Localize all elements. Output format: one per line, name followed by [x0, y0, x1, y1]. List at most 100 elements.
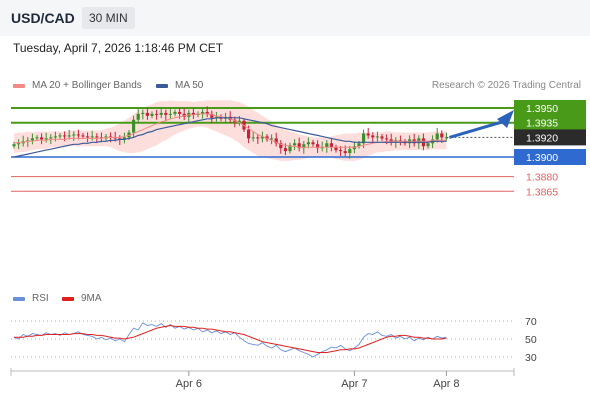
candle-body-80 [380, 136, 384, 139]
ma20-line [13, 113, 447, 148]
candle-body-12 [67, 135, 71, 137]
candle-body-4 [30, 138, 34, 141]
level-label-1: 1.3935 [526, 118, 558, 130]
candle-body-28 [141, 112, 145, 114]
candle-body-36 [178, 111, 182, 114]
candle-body-17 [90, 136, 94, 138]
candle-body-27 [136, 113, 140, 120]
candle-body-10 [58, 135, 62, 137]
candle-body-13 [72, 134, 76, 136]
source-credit: Research © 2026 Trading Central [431, 80, 581, 91]
candle-body-53 [256, 137, 260, 139]
candle-body-11 [63, 135, 67, 137]
rsi-tick-2: 30 [525, 352, 537, 364]
forecast-arrow-head [497, 110, 514, 128]
candle-body-78 [371, 135, 375, 138]
legend-ma50-swatch [156, 84, 168, 88]
candle-body-41 [201, 111, 205, 114]
candle-body-75 [357, 143, 361, 147]
candle-body-1 [17, 143, 21, 145]
candle-body-76 [362, 133, 366, 144]
candle-body-51 [247, 129, 251, 139]
chart-datetime: Tuesday, April 7, 2026 1:18:46 PM CET [13, 41, 224, 55]
candle-body-54 [260, 136, 264, 139]
legend-rsi-ma-label: 9MA [81, 293, 102, 304]
rsi-tick-0: 70 [525, 316, 537, 328]
level-label-0: 1.3950 [526, 103, 558, 115]
level-tag-2 [514, 149, 586, 165]
candle-body-43 [210, 113, 214, 118]
symbol-label: USD/CAD [11, 10, 75, 26]
ma50-line [13, 117, 447, 158]
legend-bollinger-swatch [13, 84, 25, 88]
forecast-arrow-shaft [448, 120, 503, 139]
candle-body-42 [205, 111, 209, 114]
candle-body-0 [12, 144, 16, 147]
candle-body-69 [329, 143, 333, 148]
candle-body-49 [237, 120, 241, 122]
candle-body-57 [274, 138, 278, 144]
current-price-label: 1.3920 [526, 132, 558, 144]
candle-body-61 [293, 143, 297, 146]
candle-body-9 [53, 136, 57, 138]
level-tag-0 [514, 100, 586, 116]
candle-body-71 [339, 150, 343, 152]
candle-body-65 [311, 142, 315, 145]
level-tag-1 [514, 114, 586, 131]
x-tick-label-1: Apr 7 [341, 378, 367, 390]
candle-body-63 [302, 144, 306, 149]
candle-body-8 [49, 137, 53, 139]
bollinger-band [14, 100, 447, 161]
candle-body-62 [297, 143, 301, 149]
level-label-4: 1.3865 [526, 186, 558, 198]
candle-body-58 [279, 143, 283, 149]
candle-body-6 [40, 137, 44, 140]
candle-body-68 [325, 143, 329, 148]
candle-body-14 [76, 134, 80, 136]
candle-body-92 [435, 133, 439, 140]
candle-body-34 [168, 113, 172, 115]
candle-body-70 [334, 147, 338, 151]
candle-body-93 [440, 133, 444, 138]
candle-body-64 [306, 142, 310, 145]
candle-body-18 [95, 136, 99, 138]
candle-body-77 [366, 133, 370, 136]
candle-body-59 [283, 148, 287, 152]
candle-body-35 [173, 111, 177, 114]
candle-body-90 [426, 143, 430, 147]
candle-body-5 [35, 137, 39, 139]
x-tick-label-2: Apr 8 [433, 378, 459, 390]
candle-body-81 [385, 138, 389, 140]
candle-body-56 [270, 138, 274, 140]
candle-body-73 [348, 149, 352, 154]
legend-rsi-label: RSI [32, 293, 49, 304]
candle-body-24 [122, 137, 126, 140]
candle-body-72 [343, 151, 347, 154]
candle-body-29 [145, 112, 149, 116]
candle-body-79 [375, 136, 379, 138]
current-price-tag [514, 129, 586, 146]
level-label-2: 1.3900 [526, 152, 558, 164]
rsi-line [13, 322, 447, 358]
candle-body-33 [164, 112, 168, 115]
level-label-3: 1.3880 [526, 172, 558, 184]
candle-body-52 [251, 137, 255, 139]
candle-body-7 [44, 138, 48, 140]
candle-body-39 [191, 112, 195, 115]
rsi-ma-line [14, 324, 447, 353]
candle-body-16 [86, 136, 90, 138]
candle-body-30 [150, 113, 154, 116]
legend-bollinger-label: MA 20 + Bollinger Bands [32, 80, 142, 91]
legend-rsi-ma-swatch [62, 297, 74, 301]
candle-body-60 [288, 145, 292, 152]
candle-body-66 [316, 144, 320, 149]
x-tick-label-0: Apr 6 [176, 378, 202, 390]
legend-rsi-swatch [13, 297, 25, 301]
candle-body-31 [155, 113, 159, 115]
legend-ma50-label: MA 50 [175, 80, 204, 91]
timeframe-button[interactable]: 30 MIN [82, 7, 135, 29]
candle-body-15 [81, 135, 85, 137]
rsi-tick-1: 50 [525, 334, 537, 346]
candle-body-32 [159, 112, 163, 115]
